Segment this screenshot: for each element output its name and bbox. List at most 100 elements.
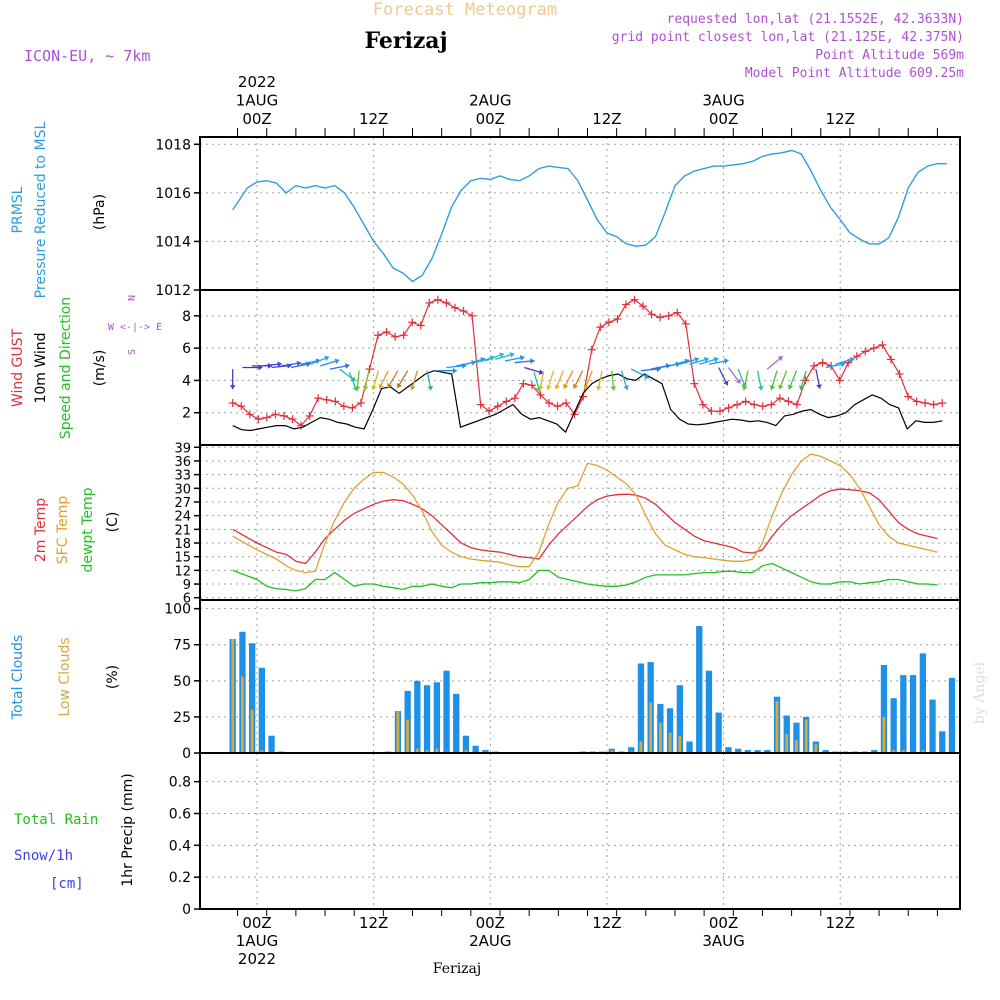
frame-layer [199,136,961,910]
wind-arrowhead [362,385,369,391]
wind-arrowhead [229,385,236,390]
wind-arrowhead [387,382,393,388]
time-label-top: 2AUG [469,92,511,110]
total-cloud-bar [705,670,713,753]
ytick-label: 100 [164,602,191,618]
wind-arrowhead [324,355,329,362]
wind-arrowhead [849,356,855,363]
low-cloud-bar [435,748,439,753]
wind-ylabels: Wind GUST 10m Wind Speed and Direction (… [10,297,108,439]
total-cloud-bar [249,643,256,753]
total-cloud-bar [433,682,440,753]
time-label-bottom: 2022 [238,950,276,968]
low-cloud-bar [921,750,925,753]
low-cloud-bar [610,750,614,753]
clouds-ylabels: Total Clouds Low Clouds (%) [10,635,121,720]
low-cloud-bar [250,709,254,753]
wind-arrowhead [519,355,525,361]
precip-ylabel: 1hr Precip (mm) [120,773,136,886]
low-cloud-bar [668,732,672,753]
temp-ylabels: 2m Temp SFC Temp dewpt Temp (C) [33,487,121,572]
ytick-label: 0.2 [169,870,191,886]
wind-label-2: 10m Wind [33,332,49,403]
wind-arrowhead [572,383,579,389]
data-layer [228,149,956,753]
wind-arrowhead [563,383,569,389]
ytick-label: 33 [174,469,191,484]
clouds-label-3: (%) [105,665,121,689]
wind-label-1: Wind GUST [10,328,26,407]
clouds-label-2: Low Clouds [57,637,73,716]
low-cloud-bar [678,735,682,753]
panel-frame [199,136,961,291]
low-cloud-bar [416,748,419,753]
total-cloud-bar [715,712,722,753]
ytick-label: 36 [174,455,191,470]
wind-arrowhead [816,384,822,389]
wind-arrowhead [610,386,617,391]
ytick-label: 4 [182,373,191,389]
dewpoint-line [232,562,938,592]
wind-arrowhead [596,385,602,391]
time-label-top: 2022 [238,73,276,91]
wind-arrowhead [530,358,535,364]
ytick-label: 1016 [155,186,191,202]
total-cloud-bar [628,747,635,753]
station-title: Ferizaj [364,28,447,54]
compass-we: W <-|-> E [108,322,162,333]
low-cloud-bar [814,744,818,753]
wind-arrowhead [396,382,402,388]
total-cloud-bar [686,741,693,753]
total-cloud-bar [948,677,956,753]
total-cloud-bar [482,750,489,753]
total-cloud-bar [696,626,703,753]
rain-legend: Total Rain [14,812,98,828]
ytick-label: 6 [182,341,191,357]
time-label-top: 12Z [359,110,388,128]
total-cloud-bar [735,748,742,753]
total-cloud-bar [268,735,275,753]
wind-arrowhead [694,356,699,363]
time-label-bottom: 00Z [242,914,271,932]
ytick-label: 9 [183,578,191,593]
low-cloud-bar [396,711,400,753]
time-label-top: 00Z [476,110,505,128]
compass-s: S [127,349,138,355]
t2m-line [232,488,938,565]
panel-frame [199,599,961,754]
wind-arrowhead [345,363,350,369]
ytick-label: 1012 [155,283,191,299]
wind-arrowhead [410,385,416,390]
low-cloud-bar [639,741,643,753]
ytick-label: 0.6 [169,806,191,822]
total-cloud-bar [676,685,683,753]
wind-arrowhead [724,358,729,364]
credit: by Angel [972,661,988,724]
wind-label-4: (m/s) [92,350,108,387]
ytick-label: 27 [174,496,191,511]
total-cloud-bar [929,699,936,753]
pressure-label-1: PRMSL [10,186,26,233]
snow-unit: [cm] [50,876,84,892]
wind-arrowhead [778,384,784,390]
wind-arrowhead [268,362,273,369]
compass-n: N [127,295,138,301]
total-cloud-bar [764,750,771,753]
low-cloud-bar [882,716,886,753]
time-label-bottom: 00Z [476,914,505,932]
wind-arrowhead [334,358,340,365]
wind-arrowhead [427,385,434,391]
closest-coords: grid point closest lon,lat (21.125E, 42.… [612,30,964,45]
wind-arrowhead [675,361,680,368]
wind-arrowhead [741,385,748,391]
pressure-line [232,149,948,283]
ytick-label: 1014 [155,234,191,250]
snow-legend: Snow/1h [14,848,73,864]
low-cloud-bar [804,719,808,753]
model-altitude: Model Point Altitude 609.25m [745,66,964,81]
total-cloud-bar [871,750,878,753]
ytick-label: 6 [183,592,191,607]
total-cloud-bar [258,667,265,753]
ytick-label: 75 [173,638,191,654]
low-cloud-bar [902,750,905,753]
